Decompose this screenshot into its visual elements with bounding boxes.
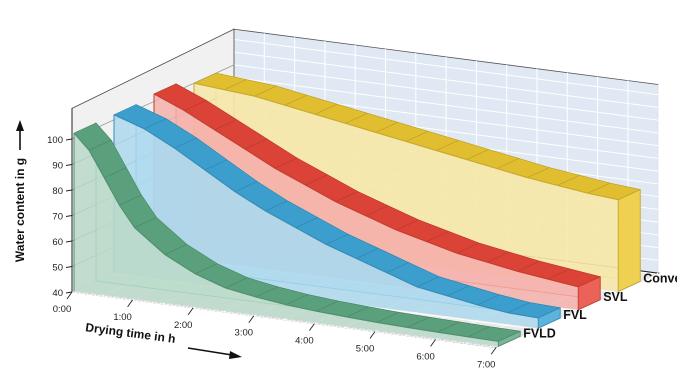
x-tick-mark (66, 291, 73, 300)
y-tick-mark (65, 291, 73, 294)
y-axis-title-group: Water content in g (13, 158, 27, 262)
y-tick-label: 80 (52, 186, 63, 197)
y-tick-label: 60 (52, 237, 63, 248)
x-tick-mark (309, 323, 315, 331)
y-tick-mark (65, 138, 73, 141)
y-tick-mark (65, 266, 73, 268)
y-axis-title: Water content in g (13, 158, 27, 262)
y-tick-label: 50 (52, 263, 63, 274)
y-tick-mark (65, 164, 73, 166)
x-tick-label: 2:00 (174, 320, 193, 331)
chart-ticks-group: 40 50 60 70 80 90 100 0:00 1:00 2:00 3:00 4:00 5:00 6… (47, 108, 497, 370)
chart-series-group: Conventional SVL FVL FVLD (73, 72, 677, 348)
series-front-area (74, 133, 499, 347)
x-tick-mark (430, 339, 436, 347)
y-tick-mark (65, 240, 73, 243)
series-label-svl: SVL (603, 290, 628, 304)
y-axis-arrow (16, 120, 24, 150)
back-wall-gridline (233, 77, 659, 134)
x-tick-label: 0:00 (53, 304, 72, 315)
x-axis-title: Drying time in h (85, 320, 177, 346)
series-fvld: FVLD (73, 121, 556, 348)
x-axis-title-group: Drying time in h (85, 320, 177, 346)
series-line (193, 82, 619, 201)
back-wall-gridline (233, 38, 659, 96)
series-end-cap (537, 307, 561, 329)
series-line (153, 93, 579, 288)
y-tick-label: 90 (52, 161, 63, 172)
x-tick-label: 1:00 (113, 312, 132, 323)
back-wall-gridline (233, 51, 659, 108)
x-tick-label: 5:00 (356, 344, 375, 355)
x-tick-label: 4:00 (295, 336, 314, 347)
series-end-cap (497, 330, 521, 348)
series-end-cap (617, 188, 641, 293)
x-axis-arrow (187, 347, 242, 359)
series-end-cap (577, 276, 601, 311)
y-tick-label: 40 (52, 288, 63, 299)
x-tick-mark (187, 307, 194, 316)
x-tick-mark (127, 299, 133, 308)
series-line (113, 114, 539, 319)
series-line (73, 132, 499, 342)
x-tick-label: 3:00 (235, 328, 254, 339)
x-tick-label: 7:00 (477, 359, 496, 370)
x-tick-mark (248, 315, 255, 323)
x-tick-mark (490, 347, 497, 355)
x-tick-label: 6:00 (416, 351, 435, 362)
y-tick-mark (65, 215, 73, 217)
y-tick-label: 100 (47, 135, 63, 146)
series-label-conventional: Conventional (643, 271, 677, 285)
series-label-fvld: FVLD (523, 326, 556, 340)
floor-gridline (71, 291, 497, 348)
y-tick-mark (65, 189, 73, 192)
y-tick-label: 70 (52, 212, 63, 223)
series-label-fvl: FVL (563, 308, 587, 322)
x-tick-mark (369, 331, 376, 339)
back-wall-gridline (233, 64, 659, 121)
